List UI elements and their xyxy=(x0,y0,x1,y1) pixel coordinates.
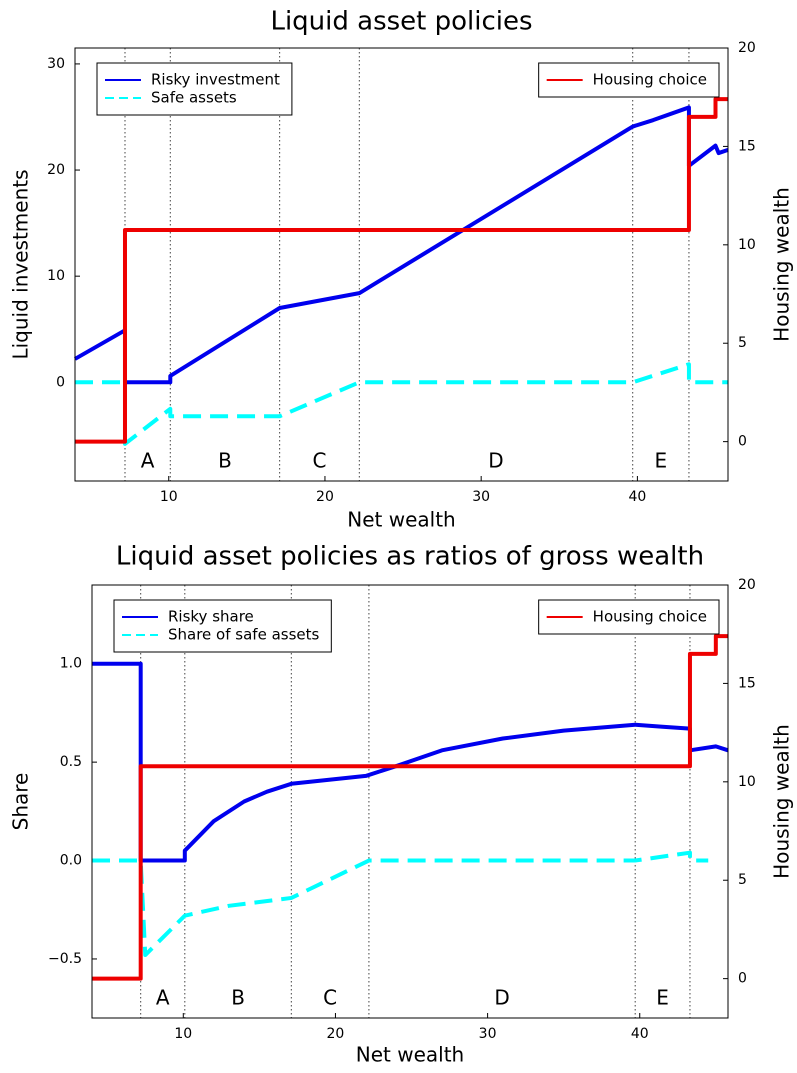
y2-tick-label: 10 xyxy=(738,237,756,253)
y-axis-label: Share xyxy=(9,773,33,831)
region-label: C xyxy=(323,986,337,1010)
chart-title: Liquid asset policies xyxy=(270,7,532,37)
x-axis-label: Net wealth xyxy=(356,1043,464,1067)
x-tick-label: 20 xyxy=(327,1026,345,1042)
legend-box xyxy=(96,62,293,116)
y2-tick-label: 15 xyxy=(738,675,756,691)
x-tick-label: 10 xyxy=(174,1026,192,1042)
y2-tick-label: 0 xyxy=(738,434,747,450)
plot-frame xyxy=(91,584,729,1019)
series-line xyxy=(92,661,729,863)
region-label: D xyxy=(494,986,509,1010)
region-label: D xyxy=(488,449,503,473)
plot-frame xyxy=(74,47,729,482)
y-tick-label: 1.0 xyxy=(60,656,82,672)
x-tick-label: 40 xyxy=(631,1026,649,1042)
legend-label: Risky investment xyxy=(151,71,280,89)
y-tick-label: 30 xyxy=(47,56,65,72)
region-label: E xyxy=(655,449,668,473)
legend-label: Housing choice xyxy=(593,71,707,89)
legend: Housing choice xyxy=(538,62,720,98)
y-axis-label: Liquid investments xyxy=(9,169,33,359)
y2-axis-label: Housing wealth xyxy=(770,724,794,879)
chart-panel: Liquid asset policies Net wealth Liquid in… xyxy=(9,7,794,532)
chart-panel: Liquid asset policies as ratios of gross… xyxy=(9,542,794,1067)
y-tick-label: 20 xyxy=(47,162,65,178)
region-label: A xyxy=(156,986,170,1010)
series-line xyxy=(92,634,728,981)
series-line xyxy=(75,97,728,444)
legend-box xyxy=(113,599,332,653)
series-line xyxy=(74,105,729,385)
legend-label: Housing choice xyxy=(593,608,707,626)
y-tick-label: 0 xyxy=(56,374,65,390)
y2-tick-label: 5 xyxy=(738,872,747,888)
region-label: B xyxy=(218,449,232,473)
x-tick-label: 30 xyxy=(479,1026,497,1042)
x-tick-label: 30 xyxy=(472,489,490,505)
y2-tick-label: 20 xyxy=(738,40,756,56)
legend-label: Risky share xyxy=(168,608,254,626)
region-label: B xyxy=(231,986,245,1010)
y-tick-label: 10 xyxy=(47,268,65,284)
x-axis-label: Net wealth xyxy=(347,508,455,532)
y2-tick-label: 15 xyxy=(738,138,756,154)
y2-axis-label: Housing wealth xyxy=(770,187,794,342)
y-tick-label: −0.5 xyxy=(48,951,82,967)
region-label: A xyxy=(141,449,155,473)
x-tick-label: 40 xyxy=(628,489,646,505)
y2-tick-label: 5 xyxy=(738,335,747,351)
legend-label: Share of safe assets xyxy=(168,626,319,644)
y2-tick-label: 0 xyxy=(738,971,747,987)
y-tick-label: 0.5 xyxy=(60,754,82,770)
region-label: C xyxy=(313,449,327,473)
y-tick-label: 0.0 xyxy=(60,853,82,869)
series-line xyxy=(92,850,709,958)
legend-label: Safe assets xyxy=(151,89,237,107)
legend: Housing choice xyxy=(538,599,720,635)
chart-title: Liquid asset policies as ratios of gross… xyxy=(116,542,704,572)
x-tick-label: 10 xyxy=(160,489,178,505)
x-tick-label: 20 xyxy=(316,489,334,505)
y2-tick-label: 20 xyxy=(738,577,756,593)
y2-tick-label: 10 xyxy=(738,774,756,790)
region-label: E xyxy=(656,986,669,1010)
